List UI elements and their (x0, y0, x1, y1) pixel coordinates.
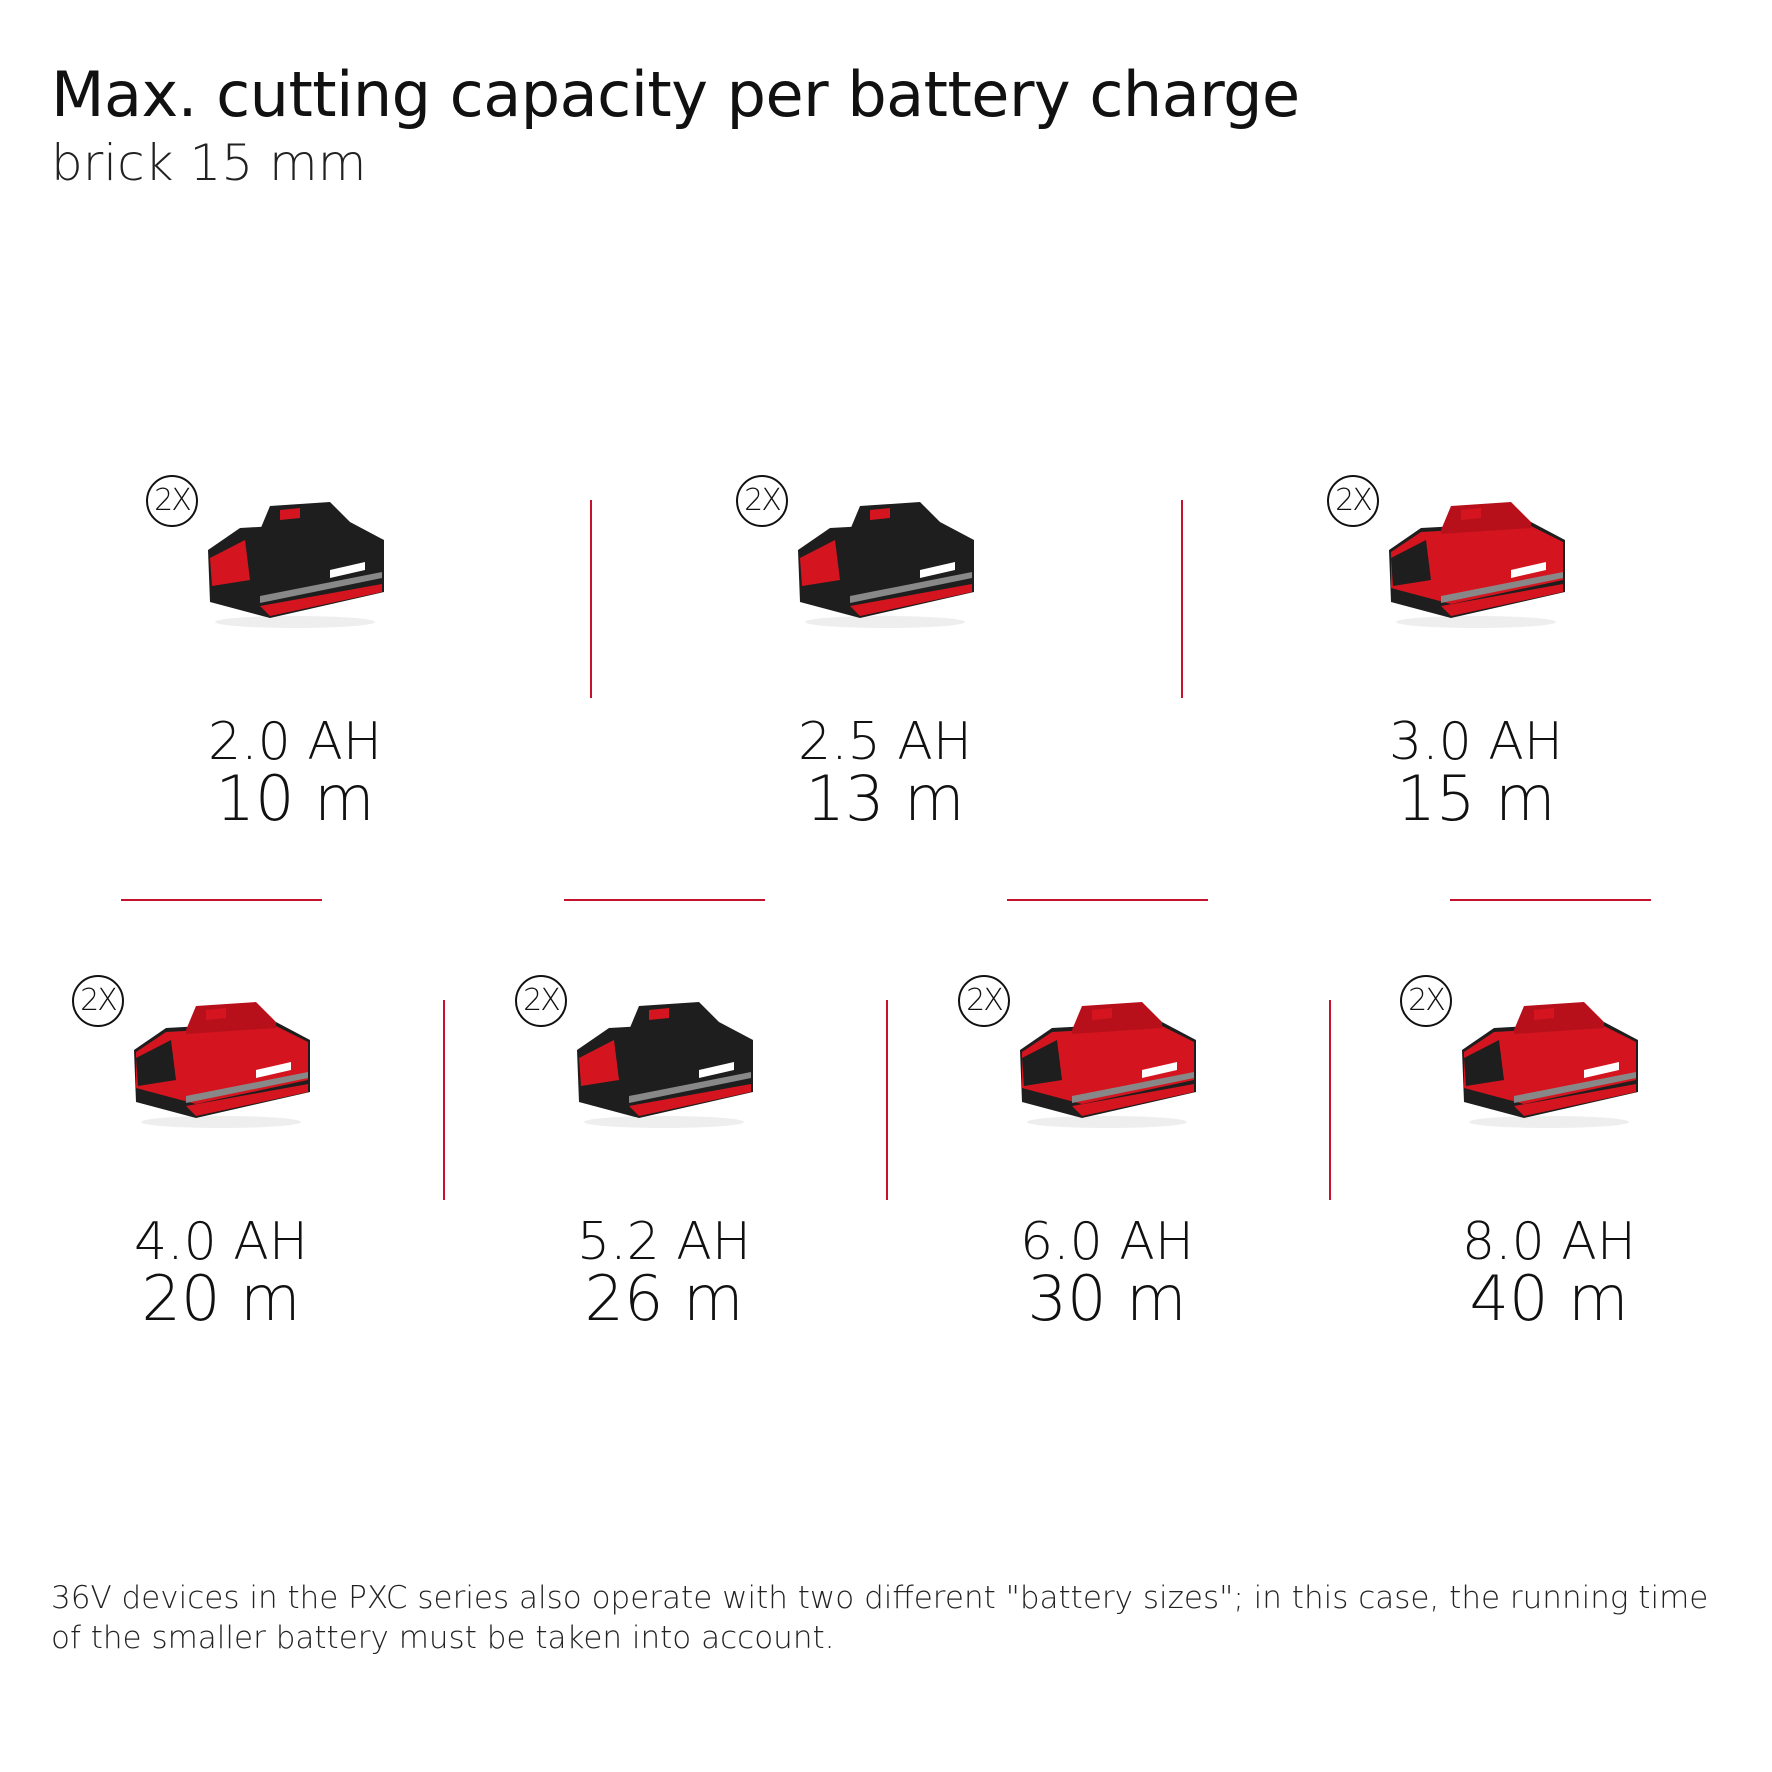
quantity-badge: 2X (515, 975, 567, 1027)
cutting-length: 26 m (584, 1262, 744, 1335)
cutting-length: 10 m (215, 762, 375, 835)
quantity-badge: 2X (736, 475, 788, 527)
battery-card: 2X 8.0 AH 40 m (1339, 950, 1759, 1335)
divider (1329, 1000, 1331, 1200)
battery-capacity: 4.0 AH (134, 1212, 308, 1272)
battery-icon (1389, 502, 1565, 628)
battery-capacity: 6.0 AH (1020, 1212, 1194, 1272)
divider (121, 899, 322, 901)
page-subtitle: brick 15 mm (51, 134, 367, 192)
battery-capacity: 2.5 AH (798, 712, 972, 772)
quantity-badge: 2X (1400, 975, 1452, 1027)
battery-card: 2X 6.0 AH 30 m (897, 950, 1317, 1335)
quantity-badge: 2X (958, 975, 1010, 1027)
battery-capacity: 8.0 AH (1462, 1212, 1636, 1272)
battery-card: 2X 2.0 AH 10 m (85, 450, 505, 835)
battery-card: 2X 3.0 AH 15 m (1266, 450, 1686, 835)
divider (1450, 899, 1651, 901)
page-title: Max. cutting capacity per battery charge (51, 58, 1300, 131)
quantity-badge: 2X (1327, 475, 1379, 527)
cutting-length: 15 m (1396, 762, 1556, 835)
battery-card: 2X 5.2 AH 26 m (454, 950, 874, 1335)
cutting-length: 30 m (1027, 1262, 1187, 1335)
divider (1007, 899, 1208, 901)
battery-icon (134, 1002, 310, 1128)
battery-icon (1020, 1002, 1196, 1128)
battery-capacity: 2.0 AH (208, 712, 382, 772)
battery-card: 2X 4.0 AH 20 m (11, 950, 431, 1335)
divider (443, 1000, 445, 1200)
quantity-badge: 2X (146, 475, 198, 527)
battery-icon (208, 502, 384, 628)
footnote: 36V devices in the PXC series also opera… (51, 1580, 1709, 1656)
divider (564, 899, 765, 901)
cutting-length: 40 m (1469, 1262, 1629, 1335)
quantity-badge: 2X (72, 975, 124, 1027)
divider (1181, 500, 1183, 698)
cutting-length: 20 m (141, 1262, 301, 1335)
battery-capacity: 3.0 AH (1389, 712, 1563, 772)
battery-icon (1462, 1002, 1638, 1128)
battery-capacity: 5.2 AH (577, 1212, 751, 1272)
cutting-length: 13 m (805, 762, 965, 835)
battery-card: 2X 2.5 AH 13 m (675, 450, 1095, 835)
battery-icon (798, 502, 974, 628)
divider (886, 1000, 888, 1200)
battery-icon (577, 1002, 753, 1128)
divider (590, 500, 592, 698)
